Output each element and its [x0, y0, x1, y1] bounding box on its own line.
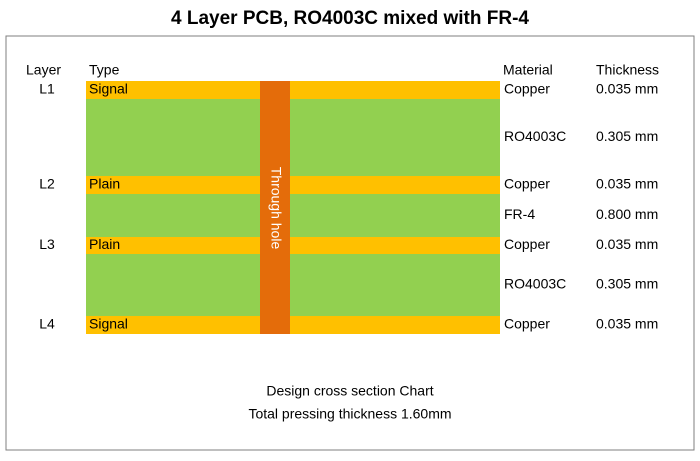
- layer-label: L2: [39, 176, 55, 192]
- copper-layer: [86, 176, 500, 194]
- frame: [5, 35, 695, 451]
- layer-label: L4: [39, 316, 55, 332]
- header-layer: Layer: [26, 62, 61, 78]
- dielectric-layer: [86, 194, 500, 237]
- layer-label: L3: [39, 236, 55, 252]
- copper-layer: [86, 81, 500, 99]
- header-type: Type: [89, 62, 120, 78]
- dielectric-layer: [86, 254, 500, 316]
- dielectric-layer: [86, 99, 500, 176]
- thickness-label: 0.305 mm: [596, 128, 658, 144]
- type-label: Signal: [89, 316, 128, 332]
- material-label: Copper: [504, 316, 550, 332]
- type-label: Plain: [89, 236, 120, 252]
- header-thickness: Thickness: [596, 62, 659, 78]
- material-label: RO4003C: [504, 276, 566, 292]
- copper-layer: [86, 237, 500, 254]
- footer-line: Design cross section Chart: [266, 383, 433, 399]
- through-hole: [260, 81, 290, 334]
- material-label: Copper: [504, 81, 550, 97]
- thickness-label: 0.305 mm: [596, 276, 658, 292]
- layer-label: L1: [39, 81, 55, 97]
- type-label: Signal: [89, 81, 128, 97]
- thickness-label: 0.035 mm: [596, 81, 658, 97]
- through-hole-label: Through hole: [268, 167, 284, 250]
- material-label: FR-4: [504, 206, 535, 222]
- thickness-label: 0.800 mm: [596, 206, 658, 222]
- thickness-label: 0.035 mm: [596, 236, 658, 252]
- material-label: Copper: [504, 236, 550, 252]
- footer-line: Total pressing thickness 1.60mm: [248, 406, 451, 422]
- stack: L1 Signal Copper 0.035 mm RO4003C 0.305 mm L2 P…: [39, 81, 658, 334]
- header-material: Material: [503, 62, 553, 78]
- material-label: Copper: [504, 176, 550, 192]
- copper-layer: [86, 316, 500, 334]
- material-label: RO4003C: [504, 128, 566, 144]
- title: 4 Layer PCB, RO4003C mixed with FR-4: [171, 8, 529, 29]
- type-label: Plain: [89, 176, 120, 192]
- thickness-label: 0.035 mm: [596, 316, 658, 332]
- thickness-label: 0.035 mm: [596, 176, 658, 192]
